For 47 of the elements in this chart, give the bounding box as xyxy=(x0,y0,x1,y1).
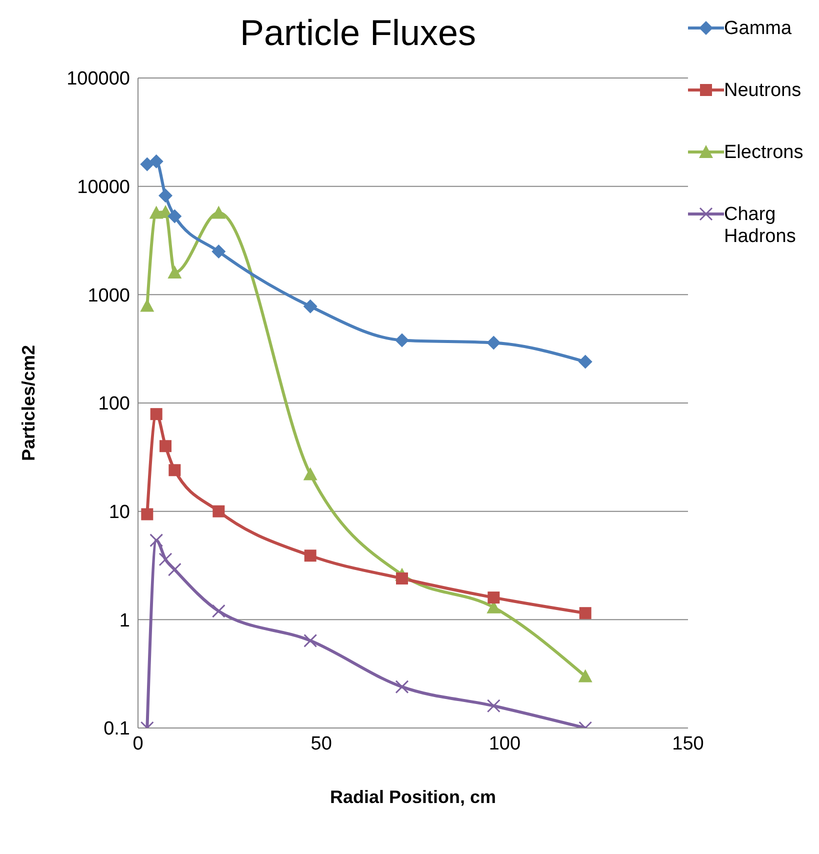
y-tick-label: 1 xyxy=(119,610,130,632)
x-axis-title: Radial Position, cm xyxy=(330,787,496,807)
y-tick-label: 0.1 xyxy=(104,718,130,740)
point xyxy=(395,333,409,348)
point xyxy=(304,550,316,562)
point xyxy=(150,534,164,548)
point xyxy=(168,209,182,224)
legend-label: Gamma xyxy=(724,18,792,40)
chart-title: Particle Fluxes xyxy=(238,11,478,55)
x-tick-label: 100 xyxy=(488,733,521,754)
point xyxy=(212,206,226,219)
point xyxy=(149,154,164,168)
y-tick-label: 1000 xyxy=(88,285,130,306)
x-tick-label: 0 xyxy=(132,733,144,754)
y-tick-label: 10 xyxy=(108,502,130,524)
x-tick-label: 150 xyxy=(672,733,704,754)
point xyxy=(150,408,162,420)
point xyxy=(304,634,318,648)
point xyxy=(578,354,592,369)
point xyxy=(158,188,172,203)
point xyxy=(158,552,172,566)
point xyxy=(578,669,592,682)
point xyxy=(140,157,154,172)
point xyxy=(488,592,500,604)
point xyxy=(395,680,409,694)
point xyxy=(212,604,226,618)
point xyxy=(168,266,182,279)
point xyxy=(486,336,501,350)
y-tick-label: 100000 xyxy=(66,68,130,90)
point xyxy=(303,299,318,314)
point xyxy=(486,699,500,713)
point xyxy=(212,505,225,518)
legend-label: Neutrons xyxy=(724,80,802,102)
x-tick-label: 50 xyxy=(310,733,332,754)
point xyxy=(141,508,154,520)
y-tick-label: 100 xyxy=(98,394,130,415)
point xyxy=(212,244,226,259)
y-tick-label: 10000 xyxy=(77,177,130,198)
y-axis-title: Particles/cm2 xyxy=(18,344,38,462)
legend-label: Charg Hadrons xyxy=(724,204,797,248)
point xyxy=(396,572,408,584)
point xyxy=(579,607,592,620)
legend-label: Electrons xyxy=(724,142,804,164)
point xyxy=(168,562,182,576)
point xyxy=(168,464,181,476)
point xyxy=(160,440,172,452)
point xyxy=(303,467,318,480)
